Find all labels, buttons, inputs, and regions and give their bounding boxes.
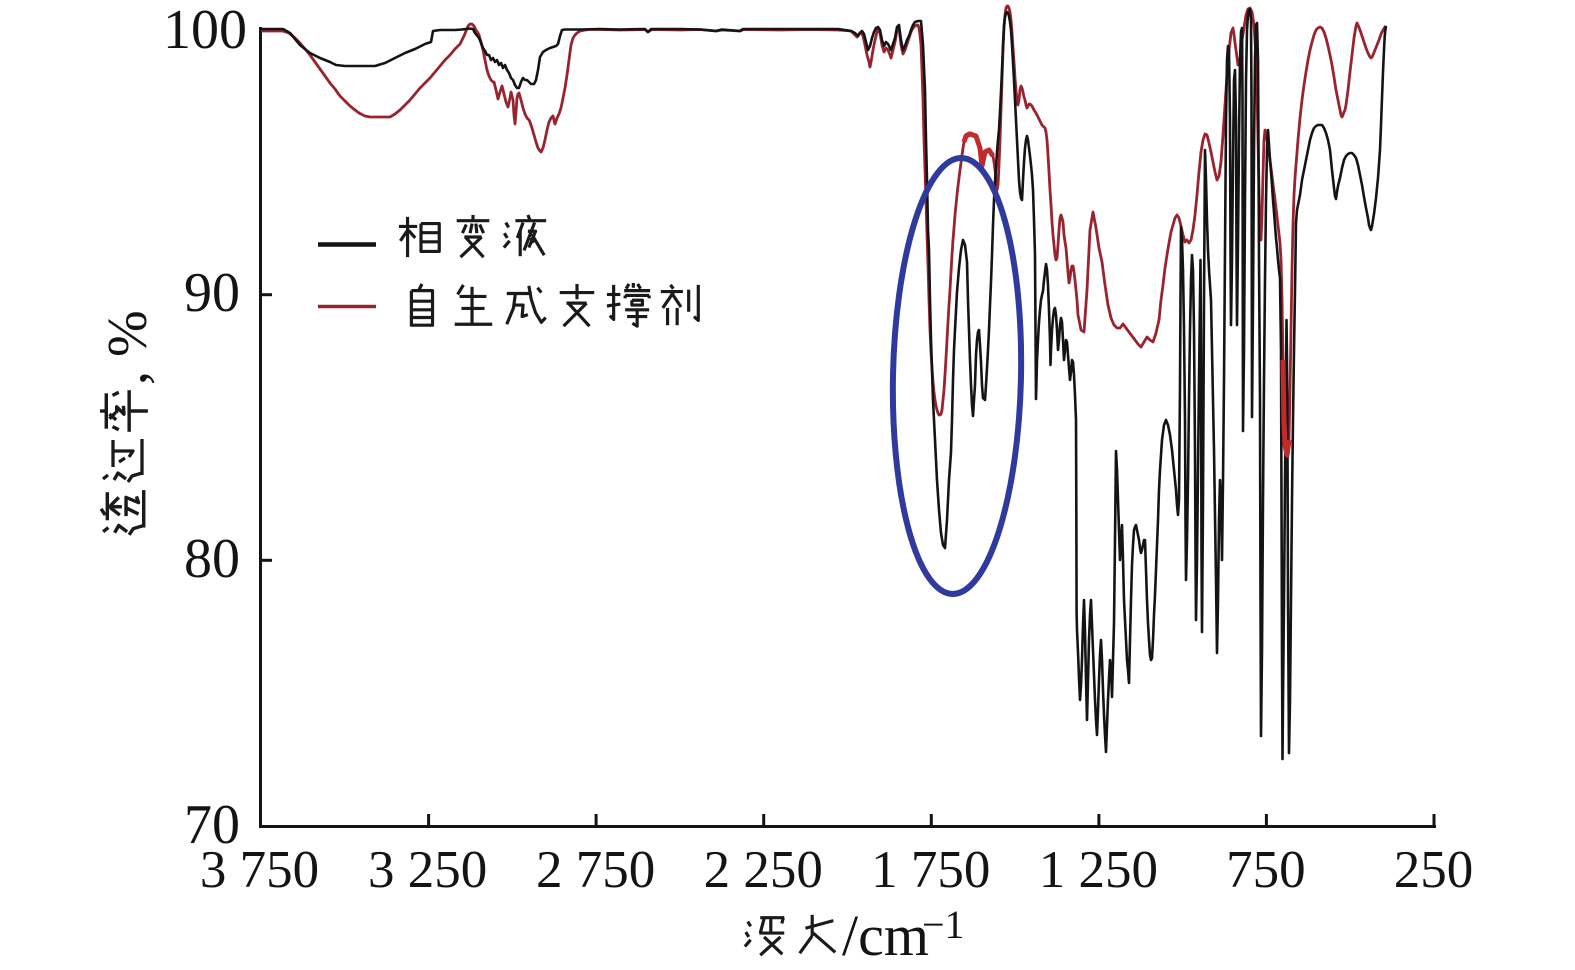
svg-text:70: 70 bbox=[184, 794, 240, 856]
svg-text:1 250: 1 250 bbox=[1039, 841, 1158, 899]
svg-text:2 250: 2 250 bbox=[704, 841, 823, 899]
svg-text:3 750: 3 750 bbox=[200, 841, 319, 899]
svg-text:750: 750 bbox=[1226, 841, 1306, 899]
svg-text:250: 250 bbox=[1394, 841, 1474, 899]
svg-text:/cm: /cm bbox=[842, 903, 929, 968]
svg-text:100: 100 bbox=[163, 0, 247, 61]
svg-text:2 750: 2 750 bbox=[536, 841, 655, 899]
svg-text:90: 90 bbox=[184, 262, 240, 324]
svg-text:, %: , % bbox=[97, 310, 159, 385]
svg-text:1 750: 1 750 bbox=[871, 841, 990, 899]
svg-text:3 250: 3 250 bbox=[368, 841, 487, 899]
svg-text:80: 80 bbox=[184, 528, 240, 590]
svg-text:−1: −1 bbox=[922, 902, 965, 947]
